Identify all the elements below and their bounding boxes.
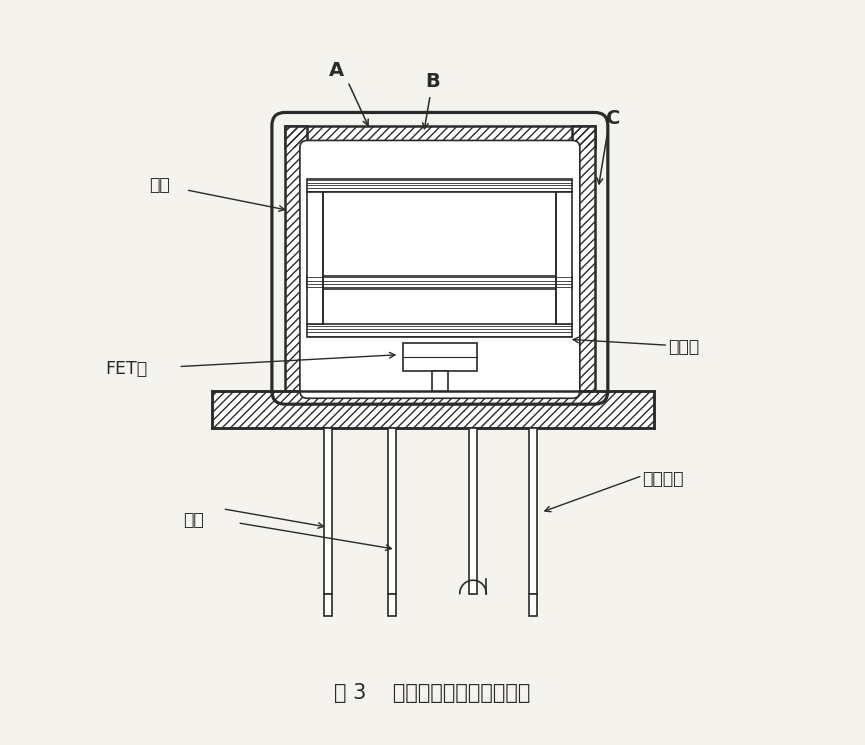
- Text: 图 3    热释电红外传感器结构图: 图 3 热释电红外传感器结构图: [334, 683, 531, 703]
- Text: 电路元件: 电路元件: [643, 470, 684, 488]
- Bar: [307, 324, 573, 337]
- Bar: [388, 428, 396, 594]
- Bar: [307, 179, 573, 192]
- Bar: [529, 594, 537, 615]
- Text: B: B: [425, 72, 440, 91]
- Bar: [212, 391, 653, 428]
- Bar: [285, 126, 307, 391]
- Bar: [573, 126, 594, 391]
- Text: C: C: [606, 109, 620, 128]
- Bar: [212, 391, 653, 428]
- Text: A: A: [330, 61, 344, 80]
- Bar: [285, 126, 594, 148]
- Bar: [324, 428, 332, 594]
- Text: FET管: FET管: [106, 360, 148, 378]
- FancyBboxPatch shape: [300, 141, 580, 399]
- Bar: [529, 428, 537, 594]
- Bar: [285, 126, 594, 148]
- Bar: [469, 428, 477, 594]
- Bar: [432, 372, 448, 391]
- Bar: [285, 126, 307, 391]
- Bar: [573, 126, 594, 391]
- Text: 外壳: 外壳: [150, 176, 170, 194]
- Bar: [324, 594, 332, 615]
- Bar: [307, 192, 324, 324]
- Text: 支承环: 支承环: [669, 337, 700, 355]
- Bar: [307, 276, 573, 289]
- Text: 引脚: 引脚: [183, 511, 203, 529]
- Bar: [403, 343, 477, 372]
- Bar: [388, 594, 396, 615]
- Bar: [556, 192, 573, 324]
